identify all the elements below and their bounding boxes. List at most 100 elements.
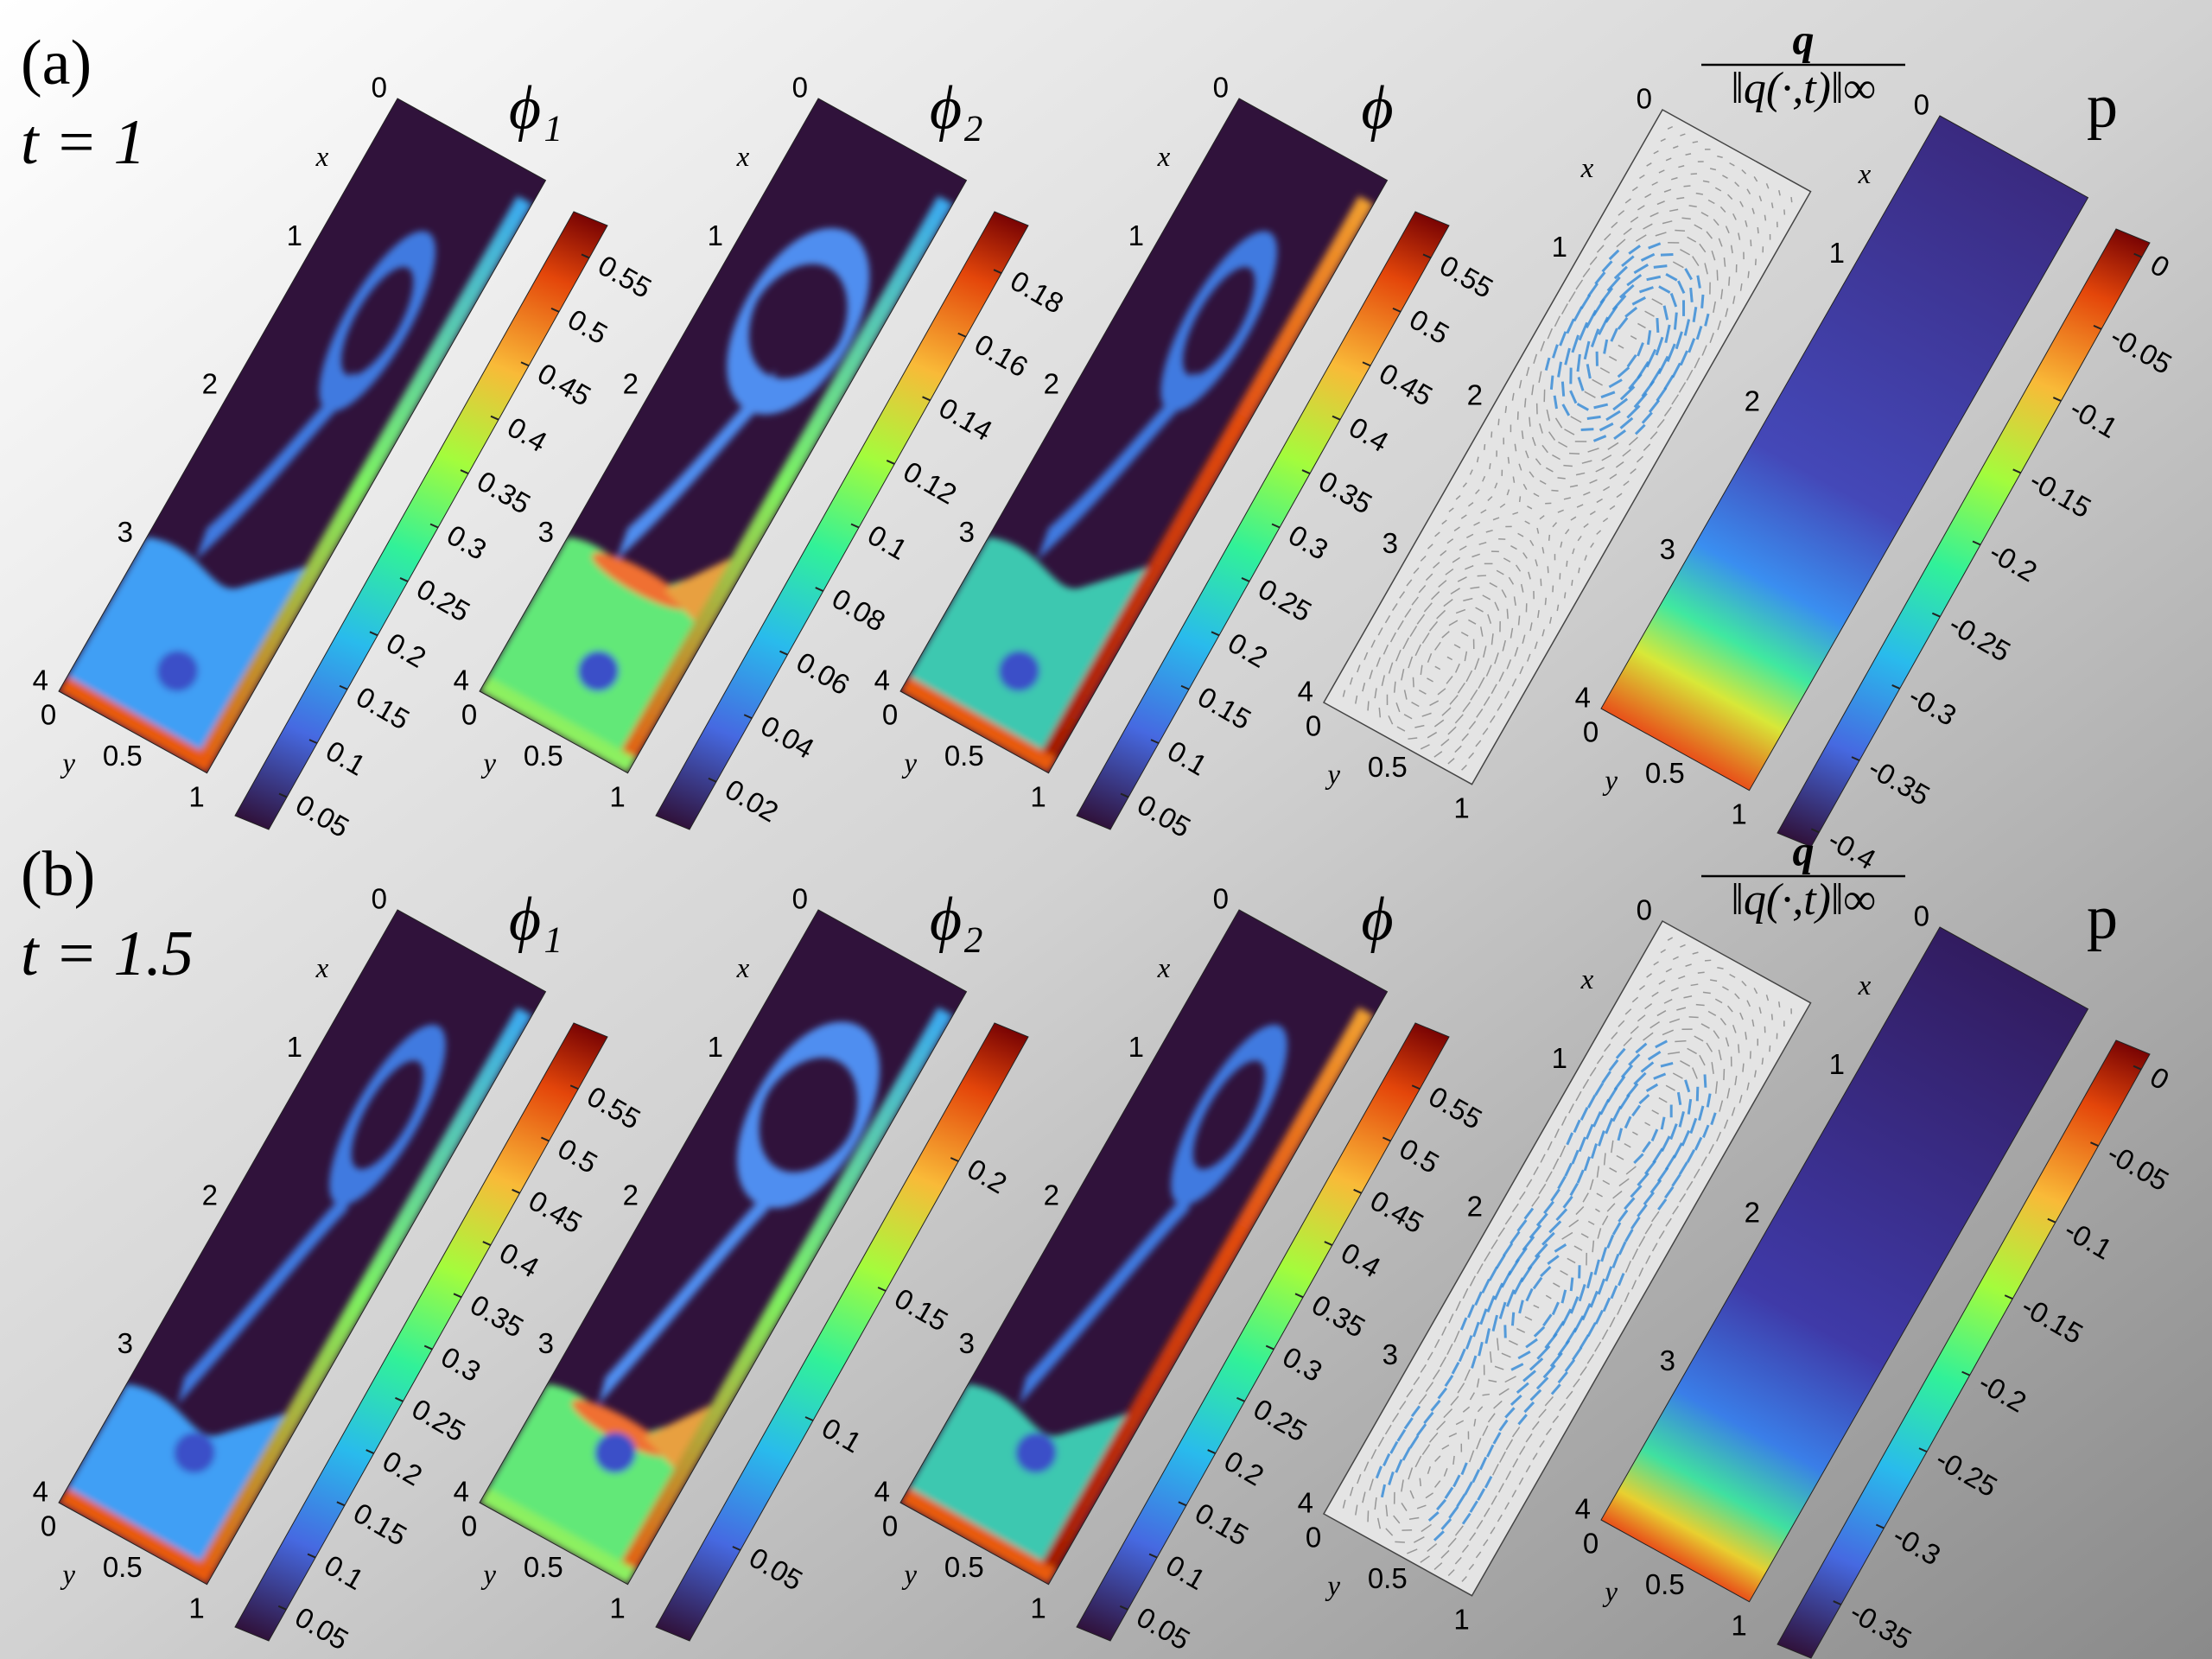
flow-arrow [1734,181,1740,188]
flow-arrow [1573,1245,1583,1251]
flow-arrow [1461,764,1467,771]
flow-arrow [1662,220,1673,225]
flow-arrow [1741,168,1747,175]
flow-arrow [1410,1405,1421,1418]
y-tick-label: 1 [1731,798,1746,830]
flow-arrow [1633,1153,1644,1164]
flow-arrow [1731,1107,1736,1116]
flow-arrow [1589,256,1598,265]
flow-arrow [1770,1014,1773,1020]
flow-arrow [1678,975,1686,980]
flow-arrow [1601,454,1612,461]
colorbar-tick [1392,307,1402,313]
flow-arrow [1520,583,1524,593]
flow-arrow [1638,984,1646,990]
flow-arrow [1658,285,1671,294]
flow-arrow [1529,622,1533,632]
flow-arrow [1513,1277,1524,1295]
flow-arrow [1637,1014,1646,1022]
flow-arrow [1524,397,1527,408]
flow-arrow [1692,307,1698,322]
flow-arrow [1377,1436,1385,1447]
wall-strip [613,195,953,773]
flow-arrow [1675,331,1683,350]
flow-arrow [1526,366,1530,377]
flow-arrow [1416,613,1426,625]
flow-arrow [1592,1240,1595,1253]
flow-arrow [1447,1569,1455,1577]
flow-arrow [1688,205,1697,207]
flow-arrow [1592,1110,1602,1128]
flow-arrow [1525,1338,1538,1349]
flow-arrow [1633,1071,1647,1085]
flow-arrow [1510,1230,1521,1244]
flow-arrow [1564,1358,1576,1372]
flow-arrow [1653,264,1668,269]
flow-arrow [1680,944,1686,948]
flow-arrow [1660,1116,1666,1130]
flow-arrow [1446,676,1453,684]
flow-arrow [1476,1520,1484,1529]
plume [1019,1181,1197,1405]
flow-arrow [1624,306,1638,318]
flow-arrow [1427,652,1433,663]
flow-arrow [1572,548,1575,555]
flow-arrow [1495,1254,1506,1269]
flow-arrow [1718,238,1723,247]
flow-arrow [1742,1063,1745,1072]
flow-arrow [1597,1278,1606,1295]
flow-arrow [1694,1035,1704,1042]
flow-arrow [1669,208,1679,213]
flow-arrow [1605,1117,1614,1135]
flow-arrow [1440,1517,1452,1530]
flow-arrow [1628,436,1638,446]
x-tick-label: 4 [1575,1493,1591,1525]
title-numerator: q [1793,826,1815,874]
flow-arrow [1717,967,1724,969]
flow-arrow [1702,991,1711,995]
flow-arrow [1510,545,1517,550]
flow-arrow [1644,1224,1653,1235]
flow-arrow [1637,322,1646,329]
flow-arrow [1608,355,1618,361]
flow-arrow [1738,1094,1743,1103]
x-tick-label: 1 [1829,237,1845,269]
flow-arrow [1498,1419,1509,1432]
flow-arrow [1626,354,1637,368]
flow-arrow [1425,573,1433,582]
colorbar-tick [957,332,967,338]
flow-arrow [1634,423,1646,435]
flow-arrow [1465,1335,1473,1350]
flow-arrow [1688,338,1696,353]
flow-arrow [1492,1432,1502,1445]
flow-arrow [1401,1479,1404,1492]
flow-arrow [1489,715,1496,723]
colorbar-tick [308,739,318,745]
flow-arrow [1632,1131,1638,1136]
flow-arrow [1778,1001,1781,1007]
title-denominator: ‖q(·,t)‖∞ [1731,875,1875,925]
flow-arrow [1747,270,1750,278]
flow-arrow [1602,1179,1611,1185]
flow-arrow [1623,227,1632,235]
flow-arrow [1554,1128,1560,1139]
flow-arrow [1566,318,1575,334]
flow-arrow [1664,1185,1675,1199]
flow-arrow [1425,1382,1434,1393]
flow-arrow [1746,188,1751,194]
flow-arrow [1665,272,1678,282]
flow-arrow [1637,342,1644,357]
flow-arrow [1738,1044,1740,1053]
wall-strip [192,1007,532,1585]
flow-arrow [1455,495,1461,500]
flow-arrow [1493,1282,1504,1300]
flow-arrow [1471,1355,1478,1369]
flow-arrow [1564,1162,1573,1177]
pressure-plot [1601,927,2088,1602]
flow-arrow [1753,988,1758,995]
flow-arrow [1624,1229,1634,1243]
flow-arrow [1581,1302,1592,1321]
flow-arrow [1548,1220,1562,1234]
flow-arrow [1754,258,1757,265]
flow-arrow [1604,1043,1611,1052]
